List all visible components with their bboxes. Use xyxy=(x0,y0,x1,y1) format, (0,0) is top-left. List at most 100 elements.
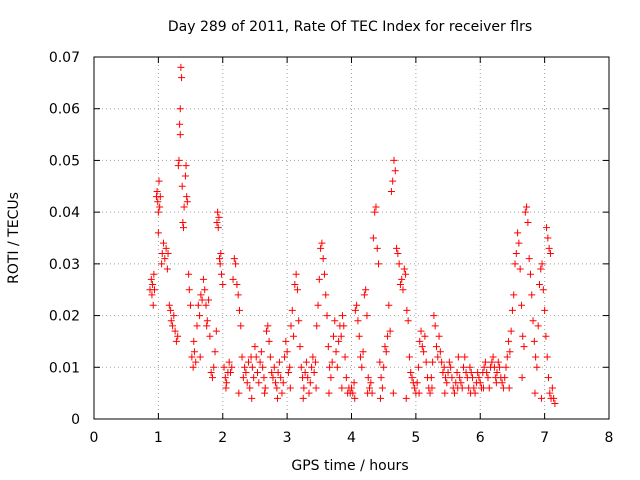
data-point xyxy=(436,348,444,356)
data-point xyxy=(525,255,533,263)
data-point xyxy=(260,374,268,382)
data-point xyxy=(306,379,314,387)
data-point xyxy=(434,353,442,361)
data-point xyxy=(503,353,511,361)
data-point xyxy=(327,374,335,382)
data-point xyxy=(408,374,416,382)
data-point xyxy=(156,193,164,201)
data-point xyxy=(512,250,520,258)
data-point xyxy=(252,353,260,361)
data-point xyxy=(349,389,357,397)
y-tick-label: 0 xyxy=(71,412,80,428)
data-point xyxy=(190,337,198,345)
data-point xyxy=(160,239,168,247)
data-point xyxy=(543,353,551,361)
data-point xyxy=(297,363,305,371)
data-point xyxy=(164,250,172,258)
data-point xyxy=(176,120,184,128)
data-point xyxy=(335,337,343,345)
data-point xyxy=(378,384,386,392)
data-point xyxy=(445,358,453,366)
data-point xyxy=(466,363,474,371)
data-point xyxy=(350,379,358,387)
data-point xyxy=(413,379,421,387)
data-point xyxy=(175,156,183,164)
data-point xyxy=(354,317,362,325)
data-point xyxy=(496,363,504,371)
data-point xyxy=(393,244,401,252)
data-point xyxy=(295,317,303,325)
data-point xyxy=(507,327,515,335)
data-point xyxy=(167,306,175,314)
data-point xyxy=(291,281,299,289)
data-point xyxy=(369,234,377,242)
data-point xyxy=(174,332,182,340)
data-point xyxy=(403,306,411,314)
data-point xyxy=(376,358,384,366)
data-point xyxy=(182,162,190,170)
data-point xyxy=(470,384,478,392)
data-point xyxy=(176,131,184,139)
data-point xyxy=(524,218,532,226)
y-tick-label: 0.05 xyxy=(49,153,80,169)
data-point xyxy=(362,286,370,294)
data-point xyxy=(155,177,163,185)
data-point xyxy=(302,358,310,366)
data-point xyxy=(185,286,193,294)
data-point xyxy=(421,332,429,340)
data-point xyxy=(165,301,173,309)
data-point xyxy=(489,353,497,361)
data-point xyxy=(461,353,469,361)
data-point xyxy=(272,379,280,387)
data-point xyxy=(202,301,210,309)
data-point xyxy=(481,358,489,366)
data-point xyxy=(194,301,202,309)
data-point xyxy=(456,374,464,382)
y-tick-label: 0.06 xyxy=(49,102,80,118)
data-point xyxy=(444,368,452,376)
data-point xyxy=(457,379,465,387)
data-point xyxy=(217,270,225,278)
data-point xyxy=(329,332,337,340)
data-point xyxy=(178,182,186,190)
data-point xyxy=(238,353,246,361)
data-point xyxy=(283,348,291,356)
data-point xyxy=(342,374,350,382)
data-point xyxy=(162,244,170,252)
data-point xyxy=(443,379,451,387)
data-point xyxy=(230,255,238,263)
data-point xyxy=(441,389,449,397)
data-point xyxy=(387,187,395,195)
data-point xyxy=(148,291,156,299)
data-point xyxy=(270,363,278,371)
data-point xyxy=(348,384,355,392)
data-point xyxy=(420,348,428,356)
data-point xyxy=(198,296,206,304)
data-point xyxy=(494,358,502,366)
data-point xyxy=(451,389,458,397)
data-point xyxy=(147,275,155,283)
data-point xyxy=(163,265,171,273)
data-point xyxy=(205,296,213,304)
data-point xyxy=(325,389,333,397)
data-point xyxy=(502,363,510,371)
x-tick-label: 3 xyxy=(283,430,292,446)
data-point xyxy=(312,384,320,392)
data-point xyxy=(333,363,341,371)
data-point xyxy=(520,343,528,351)
data-point xyxy=(531,389,539,397)
data-point xyxy=(535,281,543,289)
data-point xyxy=(402,270,410,278)
data-point xyxy=(180,203,188,211)
data-point xyxy=(319,255,327,263)
data-point xyxy=(414,363,422,371)
data-point xyxy=(338,384,346,392)
data-point xyxy=(154,229,162,237)
data-point xyxy=(480,363,488,371)
data-point xyxy=(216,260,224,268)
data-point xyxy=(171,327,179,335)
data-point xyxy=(546,250,554,258)
data-point xyxy=(229,275,237,283)
data-point xyxy=(199,275,207,283)
data-point xyxy=(226,368,234,376)
